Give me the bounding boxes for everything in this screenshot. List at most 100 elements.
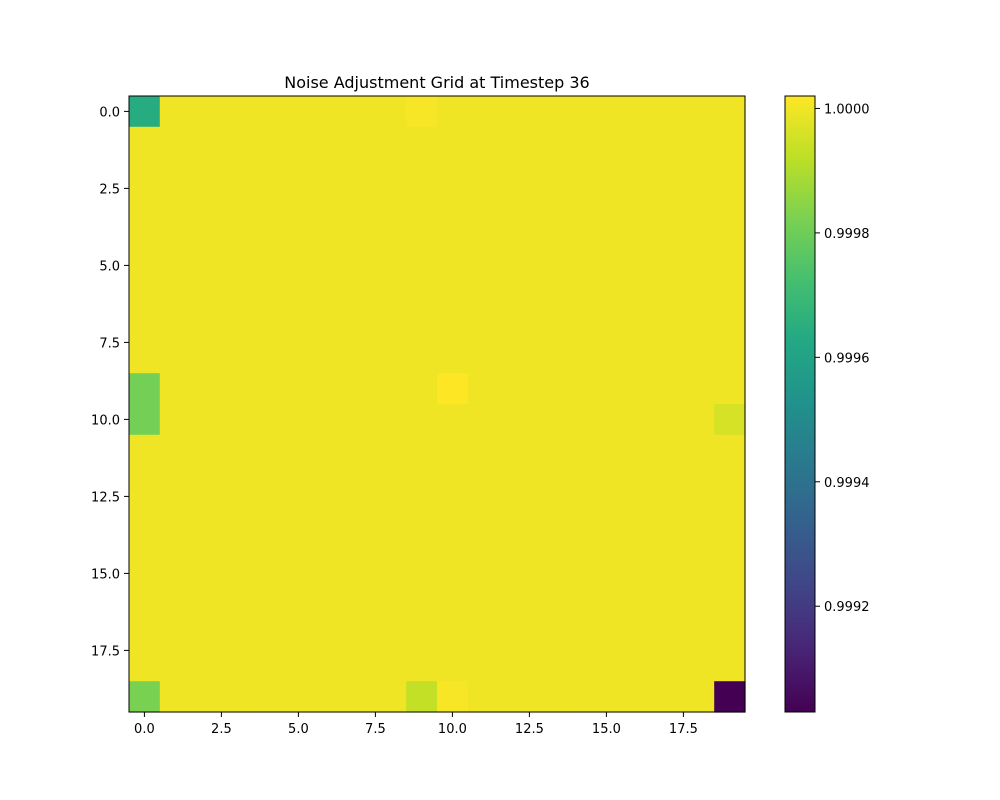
heatmap-cell (375, 250, 407, 282)
heatmap-cell (591, 157, 623, 189)
heatmap-cell (652, 96, 684, 128)
heatmap-cell (560, 219, 592, 251)
colorbar-tick-label: 0.9996 (824, 351, 870, 366)
heatmap-cell (652, 373, 684, 405)
heatmap-cell (221, 650, 253, 682)
heatmap-cell (467, 280, 500, 313)
heatmap-cell (529, 188, 561, 220)
heatmap-cell (159, 280, 192, 313)
heatmap-cell (190, 527, 222, 559)
heatmap-cell (437, 250, 469, 282)
heatmap-cell (714, 681, 746, 713)
heatmap-cell (190, 650, 222, 682)
heatmap-cell (467, 404, 500, 436)
heatmap-cell (714, 558, 746, 590)
heatmap-cell (159, 157, 192, 189)
heatmap-cell (621, 496, 654, 528)
heatmap-cell (344, 311, 376, 343)
heatmap-cell (683, 558, 715, 590)
heatmap-cell (714, 311, 746, 343)
heatmap-cell (283, 465, 315, 497)
heatmap-cell (529, 558, 561, 590)
heatmap-cell (252, 250, 284, 282)
heatmap-cell (683, 280, 715, 313)
heatmap-cell (591, 373, 623, 405)
heatmap-cell (560, 311, 592, 343)
heatmap-cell (652, 465, 684, 497)
heatmap-cell (621, 311, 654, 343)
heatmap-cell (621, 619, 654, 651)
heatmap-cell (467, 434, 500, 467)
heatmap-cell (375, 219, 407, 251)
heatmap-cell (652, 342, 684, 374)
heatmap-cell (283, 434, 315, 467)
heatmap-cell (591, 465, 623, 497)
heatmap-cell (560, 96, 592, 128)
x-tick-label: 15.0 (592, 722, 621, 737)
heatmap-cell (313, 619, 346, 651)
heatmap-cell (190, 558, 222, 590)
heatmap-cell (221, 619, 253, 651)
heatmap-cell (560, 404, 592, 436)
heatmap-cell (313, 404, 346, 436)
heatmap-cell (129, 250, 161, 282)
heatmap-cell (406, 619, 438, 651)
heatmap-cell (529, 434, 561, 467)
heatmap-cell (467, 373, 500, 405)
heatmap-cell (252, 157, 284, 189)
heatmap-cell (498, 157, 530, 189)
heatmap-cell (221, 681, 253, 713)
heatmap-cell (221, 188, 253, 220)
heatmap-cell (683, 588, 715, 621)
heatmap-cell (467, 311, 500, 343)
heatmap-cell (221, 126, 253, 159)
heatmap-cell (621, 650, 654, 682)
heatmap-cell (529, 404, 561, 436)
heatmap-cell (621, 527, 654, 559)
heatmap-cell (283, 126, 315, 159)
heatmap-cell (683, 311, 715, 343)
heatmap-cell (344, 219, 376, 251)
heatmap-cell (129, 342, 161, 374)
heatmap-cell (498, 126, 530, 159)
heatmap-cell (159, 650, 192, 682)
heatmap-cell (683, 250, 715, 282)
heatmap-cell (406, 496, 438, 528)
heatmap-cell (591, 681, 623, 713)
heatmap-cell (467, 527, 500, 559)
heatmap-cell (621, 219, 654, 251)
heatmap-cell (159, 219, 192, 251)
heatmap-cell (129, 157, 161, 189)
heatmap-cell (159, 527, 192, 559)
heatmap-cell (560, 558, 592, 590)
heatmap-cell (591, 126, 623, 159)
heatmap-cell (406, 342, 438, 374)
heatmap-cell (714, 219, 746, 251)
heatmap-cell (560, 527, 592, 559)
heatmap-cell (591, 619, 623, 651)
heatmap-cell (529, 96, 561, 128)
heatmap-cell (498, 527, 530, 559)
heatmap-cell (437, 342, 469, 374)
heatmap-cell (652, 558, 684, 590)
heatmap-cell (498, 434, 530, 467)
heatmap-cell (714, 650, 746, 682)
heatmap-cell (683, 96, 715, 128)
colorbar (784, 95, 816, 713)
heatmap-cell (221, 219, 253, 251)
y-tick-label: 10.0 (91, 413, 120, 428)
heatmap-cell (652, 496, 684, 528)
heatmap-cell (591, 527, 623, 559)
heatmap-cell (437, 650, 469, 682)
heatmap-cell (437, 619, 469, 651)
heatmap-cell (437, 588, 469, 621)
heatmap-cells (129, 96, 746, 713)
heatmap-cell (313, 373, 346, 405)
heatmap-cell (190, 188, 222, 220)
x-tick-label: 7.5 (365, 722, 386, 737)
heatmap-cell (344, 434, 376, 467)
heatmap-cell (714, 157, 746, 189)
heatmap-cell (683, 404, 715, 436)
heatmap-cell (344, 558, 376, 590)
heatmap-cell (283, 558, 315, 590)
